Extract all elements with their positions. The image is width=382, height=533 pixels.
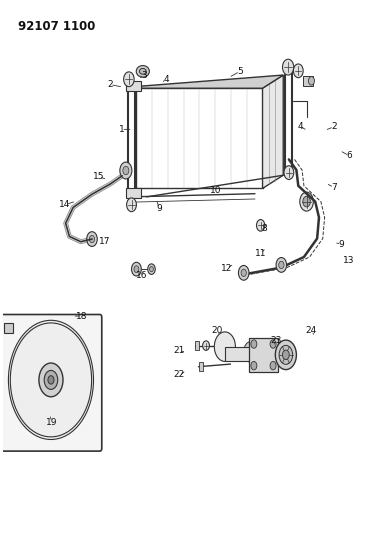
FancyBboxPatch shape bbox=[0, 314, 102, 451]
Circle shape bbox=[251, 340, 257, 348]
Text: 11: 11 bbox=[255, 249, 266, 258]
Circle shape bbox=[282, 350, 289, 360]
Circle shape bbox=[300, 192, 313, 211]
Circle shape bbox=[44, 370, 58, 390]
Circle shape bbox=[150, 266, 153, 272]
Text: 13: 13 bbox=[343, 256, 355, 265]
Text: 7: 7 bbox=[331, 183, 337, 192]
Polygon shape bbox=[50, 325, 69, 375]
Text: 3: 3 bbox=[141, 70, 147, 79]
Polygon shape bbox=[40, 391, 65, 435]
Text: 18: 18 bbox=[76, 312, 87, 320]
Text: 24: 24 bbox=[306, 326, 317, 335]
Circle shape bbox=[241, 269, 246, 277]
Circle shape bbox=[308, 77, 314, 85]
Circle shape bbox=[87, 232, 97, 246]
Text: 6: 6 bbox=[346, 151, 352, 160]
Circle shape bbox=[279, 261, 284, 269]
FancyBboxPatch shape bbox=[195, 342, 199, 350]
Text: 1: 1 bbox=[118, 125, 124, 134]
Circle shape bbox=[270, 340, 276, 348]
Circle shape bbox=[39, 363, 63, 397]
Polygon shape bbox=[57, 369, 89, 400]
Text: 12: 12 bbox=[221, 264, 233, 272]
FancyBboxPatch shape bbox=[249, 338, 278, 372]
Circle shape bbox=[279, 345, 293, 365]
Circle shape bbox=[256, 220, 265, 231]
Circle shape bbox=[203, 341, 209, 350]
Circle shape bbox=[148, 264, 155, 274]
Polygon shape bbox=[136, 75, 283, 88]
Circle shape bbox=[293, 64, 303, 78]
Text: 15: 15 bbox=[93, 172, 105, 181]
Text: 17: 17 bbox=[99, 237, 110, 246]
Polygon shape bbox=[25, 328, 57, 366]
Circle shape bbox=[276, 257, 286, 272]
Circle shape bbox=[270, 361, 276, 370]
Text: 16: 16 bbox=[136, 271, 148, 280]
Text: 23: 23 bbox=[270, 336, 282, 345]
Circle shape bbox=[126, 198, 136, 212]
Polygon shape bbox=[12, 368, 42, 408]
Text: 2: 2 bbox=[331, 122, 337, 131]
Text: 20: 20 bbox=[212, 326, 223, 335]
Ellipse shape bbox=[139, 68, 146, 74]
Circle shape bbox=[8, 320, 94, 440]
Text: 21: 21 bbox=[173, 346, 185, 356]
Polygon shape bbox=[12, 350, 49, 372]
Circle shape bbox=[89, 236, 95, 243]
Text: 10: 10 bbox=[210, 185, 221, 195]
Circle shape bbox=[275, 340, 296, 369]
Circle shape bbox=[214, 332, 235, 361]
Text: 8: 8 bbox=[262, 224, 267, 233]
FancyBboxPatch shape bbox=[4, 324, 13, 333]
Text: 22: 22 bbox=[173, 370, 185, 379]
Circle shape bbox=[251, 361, 257, 370]
Circle shape bbox=[238, 265, 249, 280]
FancyBboxPatch shape bbox=[199, 362, 203, 371]
Text: 9: 9 bbox=[156, 204, 162, 213]
Polygon shape bbox=[62, 337, 85, 386]
FancyBboxPatch shape bbox=[126, 81, 141, 91]
Text: 92107 1100: 92107 1100 bbox=[18, 20, 95, 33]
Circle shape bbox=[124, 72, 134, 87]
Circle shape bbox=[134, 266, 139, 272]
Circle shape bbox=[131, 262, 141, 276]
Ellipse shape bbox=[136, 66, 149, 77]
Text: 5: 5 bbox=[237, 67, 243, 76]
Text: 4: 4 bbox=[297, 122, 303, 131]
Circle shape bbox=[303, 196, 310, 207]
Circle shape bbox=[120, 162, 132, 179]
FancyBboxPatch shape bbox=[303, 76, 313, 86]
Text: 2: 2 bbox=[107, 80, 113, 89]
Polygon shape bbox=[49, 394, 85, 423]
Circle shape bbox=[282, 59, 294, 75]
FancyBboxPatch shape bbox=[126, 189, 141, 198]
Circle shape bbox=[48, 376, 54, 384]
Text: 9: 9 bbox=[339, 240, 345, 249]
Text: 19: 19 bbox=[46, 417, 57, 426]
Circle shape bbox=[244, 342, 259, 362]
Circle shape bbox=[123, 166, 129, 175]
Text: 4: 4 bbox=[164, 75, 169, 84]
Polygon shape bbox=[262, 75, 283, 189]
FancyBboxPatch shape bbox=[225, 346, 251, 361]
Circle shape bbox=[284, 166, 294, 180]
Text: 14: 14 bbox=[59, 200, 71, 209]
Polygon shape bbox=[25, 379, 42, 432]
